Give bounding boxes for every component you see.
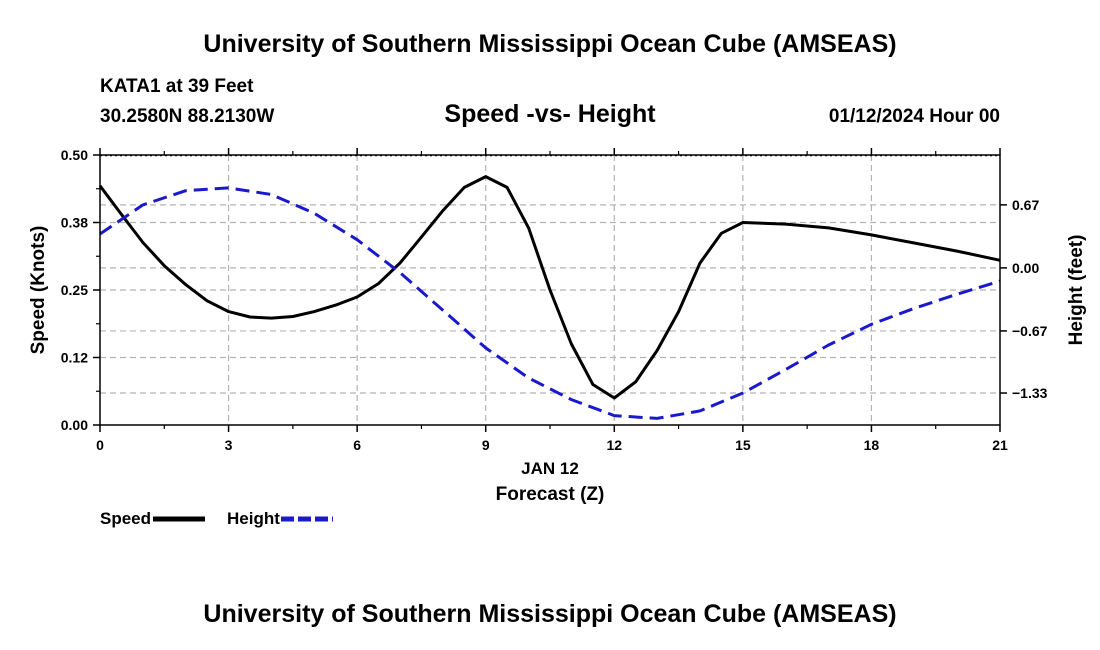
legend-speed-label: Speed (100, 509, 152, 528)
page-title-top: University of Southern Mississippi Ocean… (203, 30, 897, 58)
axis-layer: 0 3 6 9 12 15 18 21 0.00 0.12 0.25 0.38 0.50 0.67 0.00… (61, 147, 1048, 453)
y-tick-label: 0.38 (61, 215, 88, 231)
legend-speed-swatch (153, 516, 206, 522)
x-tick-label: 18 (864, 437, 880, 453)
x-tick-label: 15 (735, 437, 751, 453)
y2-tick-label: −0.67 (1012, 323, 1048, 339)
speed-series-line (98, 175, 1001, 400)
x-tick-label: 12 (606, 437, 622, 453)
x-axis-title: Forecast (Z) (496, 484, 605, 505)
y2-tick-label: 0.00 (1012, 260, 1039, 276)
forecast-datetime: 01/12/2024 Hour 00 (828, 106, 1000, 127)
x-tick-label: 21 (992, 437, 1008, 453)
x-tick-label: 9 (482, 437, 490, 453)
chart-title: Speed -vs- Height (444, 100, 656, 128)
y-tick-label: 0.00 (61, 417, 88, 433)
series-layer (98, 175, 1001, 420)
station-label: KATA1 at 39 Feet (100, 76, 254, 97)
y2-tick-label: 0.67 (1012, 197, 1039, 213)
page-title-bottom: University of Southern Mississippi Ocean… (203, 600, 897, 628)
y-tick-label: 0.25 (61, 282, 88, 298)
y-axis-title: Speed (Knots) (28, 226, 49, 355)
station-coordinates: 30.2580N 88.2130W (100, 106, 275, 127)
x-axis-date-label: JAN 12 (521, 459, 579, 478)
legend-height-label: Height (227, 509, 280, 528)
legend: Speed Height (100, 509, 337, 529)
y2-axis-title: Height (feet) (1066, 235, 1087, 346)
y-tick-label: 0.12 (61, 350, 88, 366)
x-tick-label: 6 (353, 437, 361, 453)
x-tick-label: 0 (96, 437, 104, 453)
y2-tick-label: −1.33 (1012, 385, 1048, 401)
y-tick-label: 0.50 (61, 147, 88, 163)
height-series-line (99, 186, 1001, 420)
legend-height-swatch (280, 516, 333, 522)
x-tick-label: 3 (225, 437, 233, 453)
